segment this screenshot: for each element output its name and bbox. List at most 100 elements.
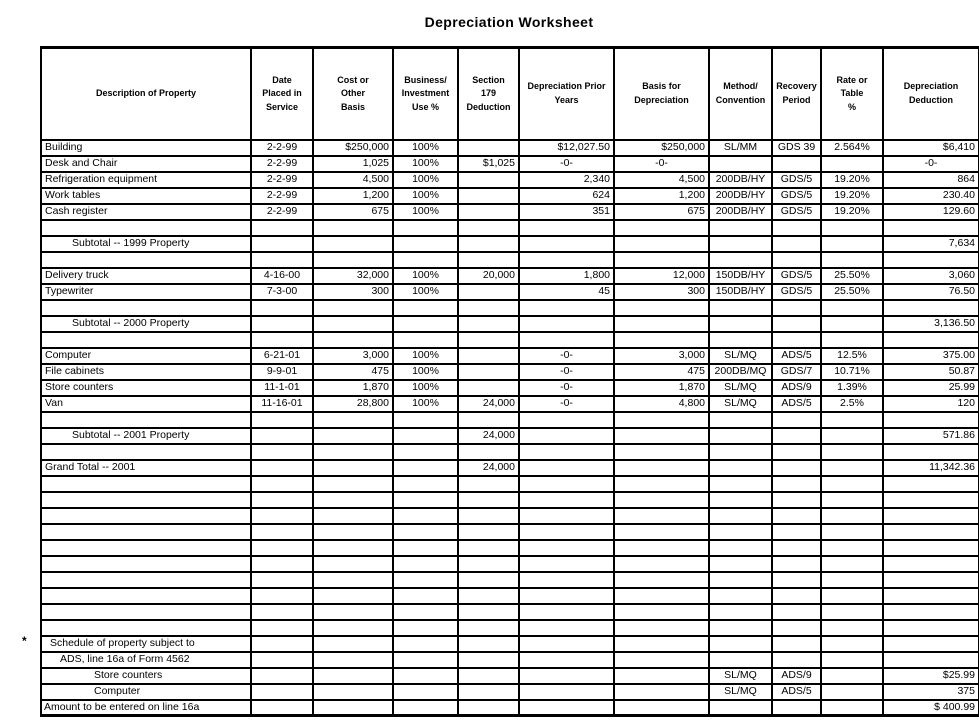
cell-cost (312, 634, 394, 653)
cell-use (392, 570, 459, 589)
cell-basis (613, 442, 710, 461)
cell-rate (820, 218, 884, 237)
cell-use (392, 698, 459, 717)
cell-deduction: 120 (882, 394, 979, 413)
cell-date (250, 634, 314, 653)
cell-rate (820, 250, 884, 269)
cell-prior (518, 458, 615, 477)
cell-prior (518, 618, 615, 637)
table-row: Computer SL/MQ ADS/5 375 (40, 682, 979, 701)
cell-recovery (771, 314, 822, 333)
cell-cost (312, 682, 394, 701)
cell-desc: Van (40, 394, 252, 413)
cell-date (250, 218, 314, 237)
cell-cost: 3,000 (312, 346, 394, 365)
cell-recovery (771, 522, 822, 541)
cell-desc: File cabinets (40, 362, 252, 381)
cell-method (708, 458, 773, 477)
cell-desc: Store counters (40, 378, 252, 397)
cell-cost: 300 (312, 282, 394, 301)
cell-sec179 (457, 650, 520, 669)
cell-date (250, 570, 314, 589)
cell-deduction (882, 570, 979, 589)
cell-method: 200DB/HY (708, 170, 773, 189)
cell-recovery (771, 218, 822, 237)
cell-cost: $250,000 (312, 138, 394, 157)
cell-sec179 (457, 586, 520, 605)
cell-desc (40, 490, 252, 509)
cell-deduction: 129.60 (882, 202, 979, 221)
cell-recovery: GDS/5 (771, 282, 822, 301)
cell-date: 11-16-01 (250, 394, 314, 413)
cell-method (708, 506, 773, 525)
cell-deduction: 50.87 (882, 362, 979, 381)
cell-rate: 1.39% (820, 378, 884, 397)
cell-desc: Cash register (40, 202, 252, 221)
table-row: Subtotal -- 1999 Property 7,634 (40, 234, 979, 253)
cell-date: 4-16-00 (250, 266, 314, 285)
cell-deduction (882, 554, 979, 573)
column-header-cost: Cost or Other Basis (312, 46, 394, 141)
cell-basis: 1,200 (613, 186, 710, 205)
cell-rate (820, 650, 884, 669)
cell-date: 6-21-01 (250, 346, 314, 365)
cell-sec179 (457, 506, 520, 525)
cell-date (250, 314, 314, 333)
cell-prior (518, 330, 615, 349)
cell-sec179 (457, 346, 520, 365)
cell-desc: Delivery truck (40, 266, 252, 285)
cell-use: 100% (392, 186, 459, 205)
cell-deduction: 375.00 (882, 346, 979, 365)
cell-use: 100% (392, 362, 459, 381)
cell-rate: 25.50% (820, 266, 884, 285)
cell-cost (312, 218, 394, 237)
cell-desc: Subtotal -- 2000 Property (40, 314, 252, 333)
cell-method: 200DB/MQ (708, 362, 773, 381)
cell-prior (518, 506, 615, 525)
cell-prior (518, 522, 615, 541)
cell-prior (518, 234, 615, 253)
cell-method (708, 490, 773, 509)
cell-deduction (882, 618, 979, 637)
cell-recovery (771, 426, 822, 445)
cell-desc: Computer (40, 346, 252, 365)
cell-date (250, 410, 314, 429)
cell-desc (40, 554, 252, 573)
cell-sec179 (457, 682, 520, 701)
cell-cost: 475 (312, 362, 394, 381)
cell-prior: 1,800 (518, 266, 615, 285)
cell-basis: 3,000 (613, 346, 710, 365)
cell-recovery (771, 458, 822, 477)
cell-method (708, 250, 773, 269)
cell-sec179 (457, 218, 520, 237)
table-row: Grand Total -- 2001 24,000 11,342.36 (40, 458, 979, 477)
cell-cost (312, 314, 394, 333)
cell-recovery: ADS/9 (771, 378, 822, 397)
cell-use (392, 634, 459, 653)
cell-rate: 19.20% (820, 186, 884, 205)
cell-rate (820, 698, 884, 717)
cell-prior: -0- (518, 394, 615, 413)
cell-sec179 (457, 298, 520, 317)
cell-desc (40, 298, 252, 317)
cell-sec179 (457, 138, 520, 157)
cell-sec179 (457, 522, 520, 541)
cell-basis (613, 474, 710, 493)
cell-basis: 4,500 (613, 170, 710, 189)
cell-method (708, 442, 773, 461)
cell-method: SL/MQ (708, 394, 773, 413)
cell-rate: 10.71% (820, 362, 884, 381)
cell-cost (312, 298, 394, 317)
table-row (40, 506, 979, 525)
page-title: Depreciation Worksheet (424, 14, 594, 30)
cell-sec179: $1,025 (457, 154, 520, 173)
table-row: Van 11-16-01 28,800 100% 24,000 -0- 4,800 SL/MQ… (40, 394, 979, 413)
cell-desc (40, 602, 252, 621)
cell-use: 100% (392, 138, 459, 157)
cell-date (250, 442, 314, 461)
cell-date (250, 554, 314, 573)
cell-use (392, 458, 459, 477)
cell-recovery (771, 698, 822, 717)
cell-sec179 (457, 362, 520, 381)
cell-use: 100% (392, 378, 459, 397)
